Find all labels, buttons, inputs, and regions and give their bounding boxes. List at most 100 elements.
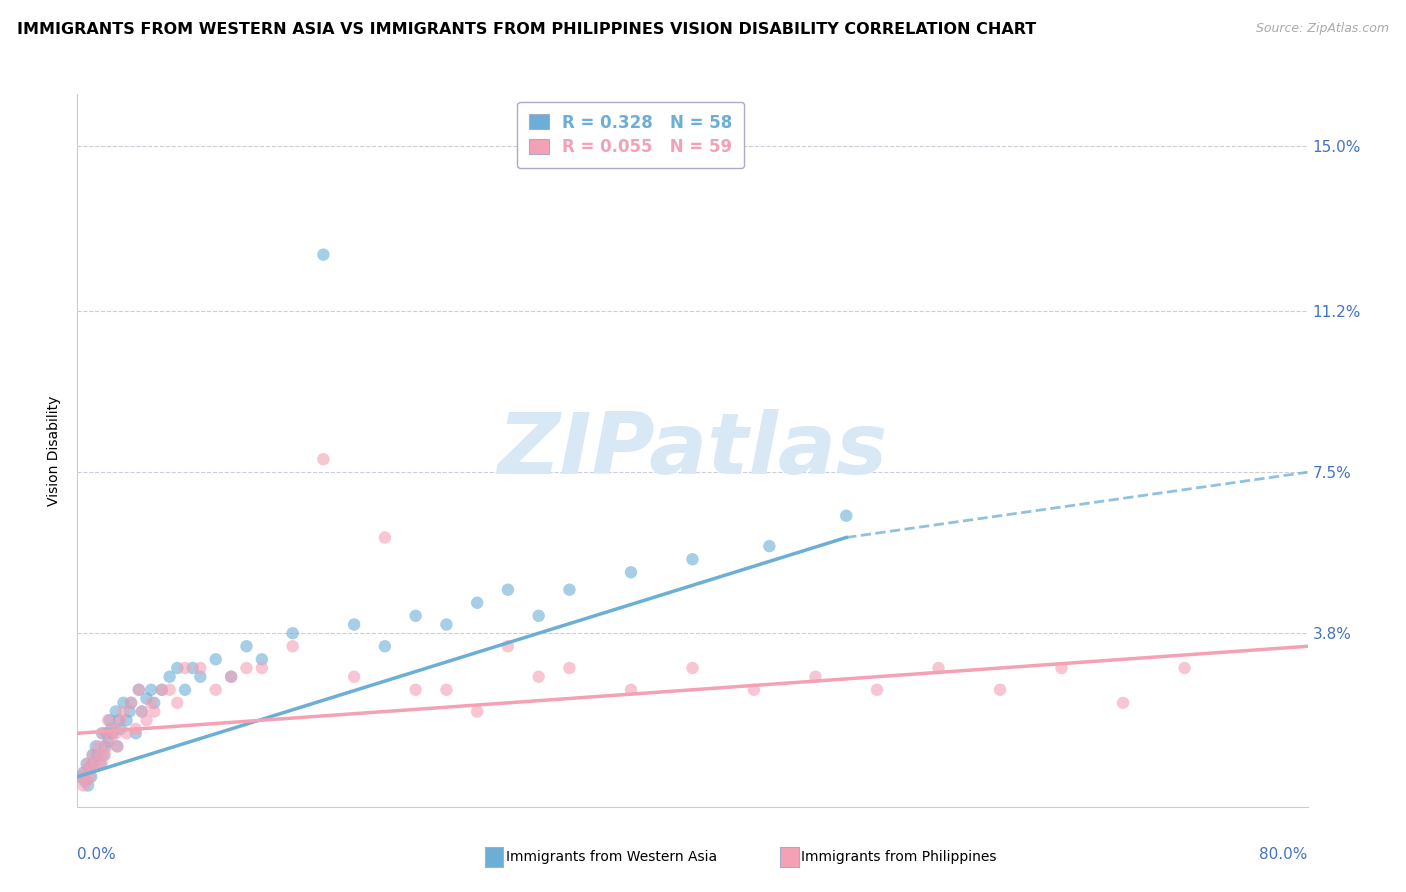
Point (84, 756, 107, 771)
Text: 0.0%: 0.0% (77, 847, 117, 862)
Point (125, 726, 148, 740)
Point (235, 661, 257, 675)
Text: ZIPatlas: ZIPatlas (498, 409, 887, 492)
Point (174, 661, 197, 675)
Point (1112, 696, 1135, 710)
Point (86, 747, 108, 762)
Point (72, 779, 94, 793)
Point (405, 682, 427, 697)
Point (742, 682, 765, 697)
Point (110, 713, 132, 727)
Point (374, 531, 396, 545)
Text: 80.0%: 80.0% (1260, 847, 1308, 862)
Point (76, 774, 98, 789)
Point (620, 566, 643, 580)
Point (436, 617, 458, 632)
Point (73, 774, 96, 789)
Point (82, 747, 104, 762)
Point (96, 726, 118, 740)
Point (103, 722, 125, 736)
Point (405, 608, 427, 623)
Point (105, 739, 128, 754)
Point (128, 682, 150, 697)
Point (101, 726, 124, 740)
Point (804, 670, 827, 684)
Point (108, 713, 131, 727)
Point (181, 661, 204, 675)
Point (131, 705, 153, 719)
Point (115, 726, 138, 740)
Point (174, 682, 197, 697)
Point (436, 682, 458, 697)
Point (79, 770, 101, 784)
Point (79, 761, 101, 775)
Point (98, 713, 121, 727)
Point (82, 747, 104, 762)
Point (928, 661, 950, 675)
Point (69, 770, 91, 784)
Point (82, 756, 104, 771)
Point (204, 652, 226, 666)
Point (281, 640, 304, 654)
Y-axis label: Vision Disability: Vision Disability (48, 395, 62, 506)
Point (166, 696, 188, 710)
Point (374, 640, 396, 654)
Point (166, 661, 188, 675)
Point (465, 596, 488, 610)
Point (143, 705, 166, 719)
Point (758, 539, 780, 553)
Point (76, 756, 98, 771)
Point (250, 661, 273, 675)
Point (89, 756, 111, 771)
Point (465, 705, 488, 719)
Point (343, 617, 366, 632)
Point (558, 661, 581, 675)
Point (104, 705, 127, 719)
Point (77, 756, 100, 771)
Point (94, 739, 117, 754)
Point (835, 508, 858, 523)
Point (93, 726, 115, 740)
Point (250, 652, 273, 666)
Point (219, 670, 242, 684)
Point (69, 770, 91, 784)
Point (90, 756, 114, 771)
Point (496, 640, 519, 654)
Point (120, 696, 142, 710)
Point (118, 705, 141, 719)
Point (115, 713, 138, 727)
Point (84, 739, 107, 754)
Point (72, 765, 94, 780)
Point (188, 670, 212, 684)
Point (312, 247, 335, 261)
Point (141, 696, 163, 710)
Point (73, 765, 96, 780)
Text: Immigrants from Philippines: Immigrants from Philippines (801, 850, 997, 864)
Point (87, 739, 110, 754)
Point (1050, 661, 1073, 675)
Point (527, 608, 550, 623)
Point (112, 696, 135, 710)
Text: IMMIGRANTS FROM WESTERN ASIA VS IMMIGRANTS FROM PHILIPPINES VISION DISABILITY CO: IMMIGRANTS FROM WESTERN ASIA VS IMMIGRAN… (17, 22, 1036, 37)
Point (866, 682, 889, 697)
Point (120, 696, 142, 710)
Point (682, 661, 704, 675)
Point (135, 713, 157, 727)
Point (281, 626, 304, 640)
Point (204, 682, 226, 697)
Point (143, 696, 166, 710)
Point (496, 582, 519, 597)
Point (558, 582, 581, 597)
Point (100, 731, 122, 745)
Point (96, 739, 118, 754)
Point (93, 747, 115, 762)
Point (128, 682, 150, 697)
Point (527, 670, 550, 684)
Point (343, 670, 366, 684)
Text: Source: ZipAtlas.com: Source: ZipAtlas.com (1256, 22, 1389, 36)
Point (125, 722, 148, 736)
Point (77, 779, 100, 793)
Point (188, 661, 212, 675)
Point (312, 452, 335, 467)
Point (97, 735, 120, 749)
